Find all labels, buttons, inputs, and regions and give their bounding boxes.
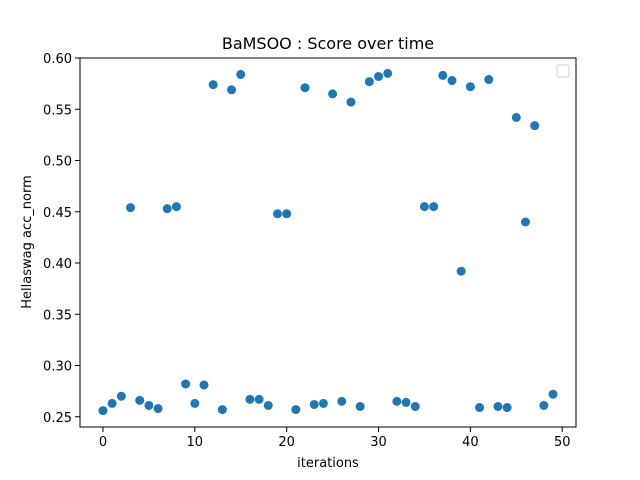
plot-frame bbox=[79, 57, 577, 428]
x-tick-label: 20 bbox=[278, 435, 295, 450]
data-point bbox=[144, 400, 154, 410]
data-point bbox=[291, 405, 301, 415]
data-point bbox=[98, 406, 108, 416]
data-point bbox=[254, 394, 264, 404]
data-point bbox=[456, 266, 466, 276]
x-tick-label: 40 bbox=[462, 435, 479, 450]
data-point bbox=[383, 68, 393, 78]
data-point bbox=[548, 389, 558, 399]
data-point bbox=[502, 403, 512, 413]
y-tick-label: 0.40 bbox=[43, 257, 72, 272]
data-point bbox=[245, 394, 255, 404]
data-point bbox=[272, 209, 282, 219]
data-point bbox=[208, 80, 218, 90]
y-tick-label: 0.45 bbox=[43, 206, 72, 221]
data-point bbox=[181, 379, 191, 389]
data-point bbox=[429, 202, 439, 212]
data-point bbox=[419, 202, 429, 212]
data-point bbox=[282, 209, 292, 219]
x-axis-label: iterations bbox=[297, 456, 359, 471]
data-point bbox=[162, 204, 172, 214]
data-point bbox=[539, 400, 549, 410]
axis-ticks: 0 10 20 30 40 50 0.25 0.30 0.35 0.40 0.45 0.50 0.55 0… bbox=[43, 52, 570, 450]
y-axis-label: Hellaswag acc_norm bbox=[20, 175, 35, 308]
data-point bbox=[227, 85, 237, 95]
x-tick-label: 10 bbox=[187, 435, 204, 450]
data-point bbox=[438, 70, 448, 80]
data-point bbox=[126, 203, 136, 213]
data-point bbox=[309, 399, 319, 409]
x-tick-label: 50 bbox=[554, 435, 571, 450]
data-point bbox=[300, 83, 310, 93]
data-point bbox=[116, 391, 126, 401]
data-point bbox=[364, 77, 374, 87]
data-point bbox=[530, 121, 540, 131]
data-point bbox=[447, 76, 457, 86]
chart-title: BaMSOO : Score over time bbox=[222, 34, 434, 53]
data-point bbox=[107, 398, 117, 408]
y-tick-label: 0.60 bbox=[43, 52, 72, 67]
data-point bbox=[475, 403, 485, 413]
legend-box bbox=[556, 64, 570, 78]
data-point bbox=[511, 112, 521, 122]
data-point bbox=[190, 398, 200, 408]
y-tick-label: 0.25 bbox=[43, 411, 72, 426]
data-points bbox=[98, 68, 558, 416]
data-point bbox=[346, 97, 356, 107]
data-point bbox=[401, 397, 411, 407]
y-tick-label: 0.35 bbox=[43, 308, 72, 323]
data-point bbox=[153, 404, 163, 414]
data-point bbox=[337, 396, 347, 406]
data-point bbox=[392, 396, 402, 406]
y-tick-label: 0.55 bbox=[43, 103, 72, 118]
data-point bbox=[318, 398, 328, 408]
data-point bbox=[263, 400, 273, 410]
x-tick-label: 30 bbox=[370, 435, 387, 450]
data-point bbox=[236, 69, 246, 79]
data-point bbox=[171, 202, 181, 212]
y-tick-label: 0.30 bbox=[43, 360, 72, 375]
data-point bbox=[465, 82, 475, 92]
data-point bbox=[410, 402, 420, 411]
x-tick-label: 0 bbox=[99, 435, 107, 450]
data-point bbox=[328, 89, 338, 99]
data-point bbox=[374, 71, 384, 81]
y-tick-label: 0.50 bbox=[43, 155, 72, 170]
data-point bbox=[199, 380, 209, 390]
data-point bbox=[135, 395, 145, 405]
data-point bbox=[355, 402, 365, 411]
data-point bbox=[520, 217, 530, 227]
data-point bbox=[484, 75, 494, 85]
data-point bbox=[217, 405, 227, 415]
data-point bbox=[493, 402, 503, 411]
